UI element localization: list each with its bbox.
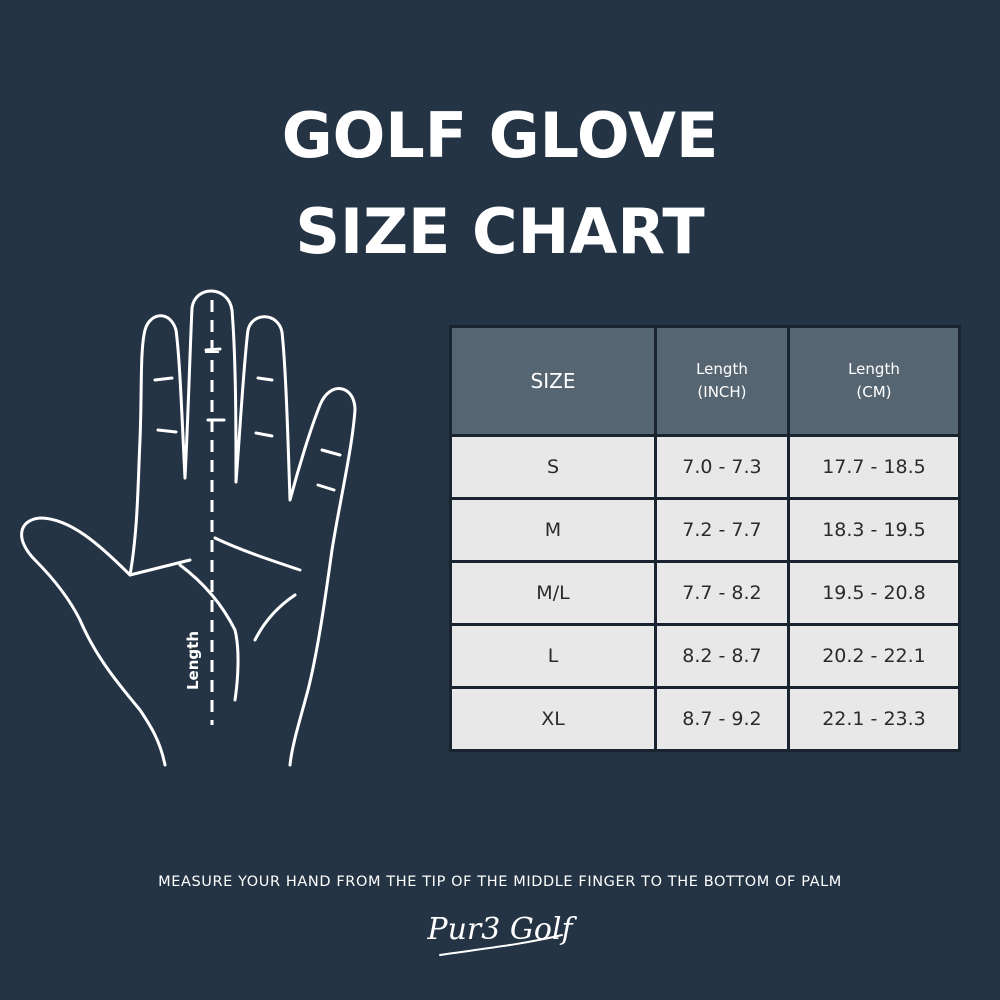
table-row: M 7.2 - 7.7 18.3 - 19.5 xyxy=(449,497,962,563)
title-line-2: SIZE CHART xyxy=(295,195,705,268)
title-line-1: GOLF GLOVE xyxy=(281,99,719,172)
header-length-inch: Length (INCH) xyxy=(654,325,790,437)
inch-cell: 7.0 - 7.3 xyxy=(654,434,790,500)
table-header-row: SIZE Length (INCH) Length (CM) xyxy=(449,325,962,437)
size-cell: XL xyxy=(449,686,657,752)
table-row: S 7.0 - 7.3 17.7 - 18.5 xyxy=(449,434,962,500)
cm-cell: 19.5 - 20.8 xyxy=(786,560,962,626)
cm-cell: 18.3 - 19.5 xyxy=(786,497,962,563)
page-title: GOLF GLOVE SIZE CHART xyxy=(0,88,1000,280)
size-cell: L xyxy=(449,623,657,689)
header-length-cm: Length (CM) xyxy=(786,325,962,437)
measure-instruction: MEASURE YOUR HAND FROM THE TIP OF THE MI… xyxy=(158,874,842,890)
hand-illustration: Length xyxy=(20,289,357,767)
hand-outline xyxy=(20,289,357,767)
table-row: XL 8.7 - 9.2 22.1 - 23.3 xyxy=(449,686,962,752)
size-cell: M/L xyxy=(449,560,657,626)
inch-cell: 8.7 - 9.2 xyxy=(654,686,790,752)
header-size: SIZE xyxy=(449,325,657,437)
inch-cell: 7.7 - 8.2 xyxy=(654,560,790,626)
size-chart-table: SIZE Length (INCH) Length (CM) S 7.0 - 7… xyxy=(449,325,962,752)
cm-cell: 17.7 - 18.5 xyxy=(786,434,962,500)
cm-cell: 20.2 - 22.1 xyxy=(786,623,962,689)
size-cell: M xyxy=(449,497,657,563)
logo-swoosh xyxy=(439,934,563,956)
logo-text: Pur3 Golf xyxy=(426,912,577,947)
inch-cell: 7.2 - 7.7 xyxy=(654,497,790,563)
brand-logo: Pur3 Golf xyxy=(426,912,577,956)
length-label: Length xyxy=(184,631,202,690)
size-cell: S xyxy=(449,434,657,500)
cm-cell: 22.1 - 23.3 xyxy=(786,686,962,752)
table-row: M/L 7.7 - 8.2 19.5 - 20.8 xyxy=(449,560,962,626)
inch-cell: 8.2 - 8.7 xyxy=(654,623,790,689)
table-row: L 8.2 - 8.7 20.2 - 22.1 xyxy=(449,623,962,689)
